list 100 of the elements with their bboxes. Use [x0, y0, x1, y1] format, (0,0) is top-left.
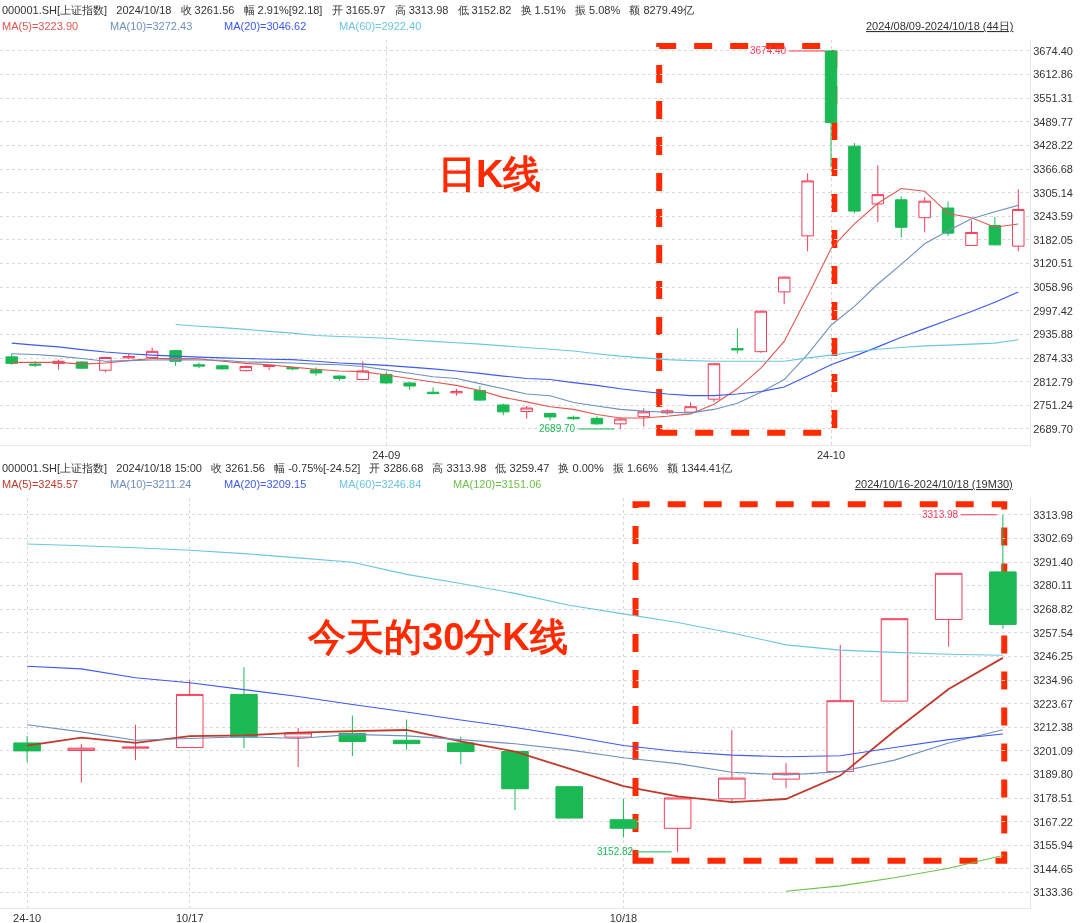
- y-tick-label: 3234.96: [1033, 673, 1073, 686]
- x-tick-label: 10/18: [609, 912, 638, 923]
- y-tick-label: 3223.67: [1033, 697, 1073, 710]
- candlestick: [520, 405, 533, 420]
- y-tick-label: 2874.33: [1033, 351, 1073, 364]
- x-tick-label: 10/17: [175, 912, 204, 923]
- text: MA(20)=3046.62: [224, 20, 307, 32]
- y-tick-label: 2689.70: [1033, 422, 1073, 435]
- candlestick: [871, 164, 885, 223]
- candlestick: [13, 735, 41, 763]
- text: MA(10)=3211.24: [110, 478, 192, 490]
- candlestick: [826, 644, 855, 773]
- y-tick-label: 3291.40: [1033, 555, 1073, 568]
- annotation: 2689.70: [539, 423, 576, 434]
- y-tick-label: 3246.25: [1033, 650, 1073, 663]
- candlestick: [67, 743, 96, 783]
- x-tick-label: 24-10: [816, 449, 846, 462]
- candlestick: [192, 362, 206, 369]
- y-tick-label: 3178.51: [1033, 792, 1073, 805]
- annotation: 3674.40: [750, 45, 787, 56]
- text: MA(60)=3246.84: [339, 478, 422, 490]
- candlestick: [609, 798, 638, 839]
- y-tick-label: 3120.51: [1033, 257, 1073, 270]
- y-tick-label: 3674.40: [1033, 44, 1073, 57]
- candlestick: [801, 172, 814, 252]
- candlestick: [965, 219, 978, 246]
- y-tick-label: 2812.79: [1033, 375, 1073, 388]
- candlestick: [895, 195, 908, 239]
- candlestick: [543, 412, 557, 421]
- candlestick: [121, 724, 150, 761]
- chart-title: 000001.SH[上证指数] 2024/10/18 15:00 收 3261.56 幅 -0.75%[-24.52] 开 3286.68 高 3313.98 低 3259.47 换 0.00% 振 1.66% 额 1344.41亿: [2, 462, 733, 474]
- text: MA(5)=3245.57: [2, 478, 79, 490]
- y-tick-label: 3144.65: [1033, 862, 1073, 875]
- annotation: 3152.82: [597, 846, 634, 857]
- x-tick-label: 24-10: [13, 912, 42, 923]
- y-tick-label: 3058.96: [1033, 281, 1073, 294]
- candlestick: [216, 364, 229, 370]
- y-tick-label: 3489.77: [1033, 115, 1073, 128]
- y-tick-label: 3257.54: [1033, 626, 1073, 639]
- y-tick-label: 3428.22: [1033, 139, 1073, 152]
- candlestick: [989, 514, 1017, 630]
- y-tick-label: 3189.80: [1033, 768, 1073, 781]
- text: MA(60)=2922.40: [339, 20, 422, 32]
- text: MA(120)=3151.06: [453, 478, 542, 490]
- candlestick: [934, 572, 963, 648]
- line-series: [26, 543, 1004, 656]
- candlestick: [333, 375, 346, 382]
- y-tick-label: 3243.59: [1033, 210, 1073, 223]
- text: MA(20)=3209.15: [224, 478, 307, 490]
- candlestick: [501, 751, 529, 811]
- candlestick: [122, 353, 135, 360]
- candlestick: [403, 381, 416, 391]
- annotation: 日K线: [438, 153, 542, 195]
- text: MA(10)=3272.43: [110, 20, 193, 32]
- candlestick: [848, 142, 861, 215]
- candlestick: [590, 415, 604, 426]
- line-series: [785, 855, 1004, 892]
- text: 2024/10/16-2024/10/18 (19M30): [855, 478, 1013, 490]
- candlestick: [684, 401, 697, 414]
- y-tick-label: 3302.69: [1033, 532, 1073, 545]
- candlestick: [824, 50, 838, 168]
- annotation: 今天的30分K线: [307, 616, 568, 658]
- candlestick: [450, 388, 463, 397]
- candlestick: [447, 736, 475, 765]
- candlestick: [707, 362, 721, 403]
- candlestick: [718, 729, 746, 804]
- y-tick-label: 3182.05: [1033, 233, 1073, 246]
- y-tick-label: 3212.38: [1033, 721, 1073, 734]
- candlestick: [555, 785, 583, 820]
- candlestick: [392, 719, 421, 751]
- y-tick-label: 2751.24: [1033, 399, 1073, 412]
- y-tick-label: 3366.68: [1033, 162, 1073, 175]
- line-series: [26, 724, 1004, 776]
- candlestick: [230, 666, 258, 749]
- candlestick: [5, 353, 18, 366]
- line-series: [26, 656, 1004, 804]
- y-tick-label: 3155.94: [1033, 839, 1073, 852]
- x-tick-label: 24-09: [372, 449, 401, 462]
- candlestick: [880, 618, 909, 702]
- text: 2024/08/09-2024/10/18 (44日): [866, 20, 1014, 32]
- candlestick: [754, 309, 768, 354]
- y-tick-label: 3133.36: [1033, 886, 1073, 899]
- line-series: [26, 665, 1004, 758]
- y-tick-label: 3268.82: [1033, 603, 1073, 616]
- y-tick-label: 3280.11: [1033, 579, 1073, 592]
- y-tick-label: 2935.88: [1033, 328, 1073, 341]
- y-tick-label: 3551.31: [1033, 92, 1073, 105]
- candlestick: [988, 216, 1002, 246]
- annotation: 3313.98: [922, 509, 959, 520]
- candlestick: [239, 364, 253, 373]
- candlestick: [1012, 188, 1025, 252]
- y-tick-label: 3201.09: [1033, 744, 1073, 757]
- candlestick: [663, 797, 692, 853]
- chart-title: 000001.SH[上证指数] 2024/10/18 收 3261.56 幅 2.91%[92.18] 开 3165.97 高 3313.98 低 3152.82 换 1.51% 振 5.08% 额 8279.49亿: [2, 4, 695, 16]
- line-series: [175, 323, 1019, 362]
- candlestick: [426, 386, 440, 395]
- candlestick: [731, 328, 744, 354]
- candlestick: [497, 403, 510, 416]
- y-tick-label: 3612.86: [1033, 68, 1073, 81]
- y-tick-label: 3305.14: [1033, 186, 1073, 199]
